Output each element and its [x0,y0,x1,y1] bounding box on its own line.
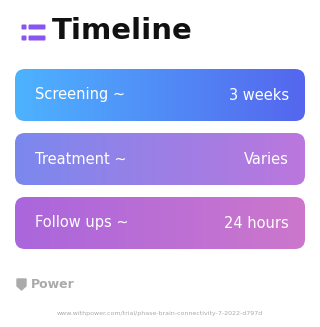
Text: Power: Power [31,278,75,290]
Text: 24 hours: 24 hours [224,215,289,231]
Text: Follow ups ~: Follow ups ~ [35,215,129,231]
Text: 3 weeks: 3 weeks [229,88,289,102]
Text: Treatment ~: Treatment ~ [35,151,127,166]
FancyBboxPatch shape [21,25,27,29]
FancyBboxPatch shape [28,25,45,29]
Text: Screening ~: Screening ~ [35,88,125,102]
Text: www.withpower.com/trial/phase-brain-connectivity-7-2022-d797d: www.withpower.com/trial/phase-brain-conn… [57,311,263,316]
Polygon shape [17,279,26,290]
FancyBboxPatch shape [28,36,45,41]
Text: Varies: Varies [244,151,289,166]
Text: Timeline: Timeline [52,17,193,45]
FancyBboxPatch shape [21,36,27,41]
